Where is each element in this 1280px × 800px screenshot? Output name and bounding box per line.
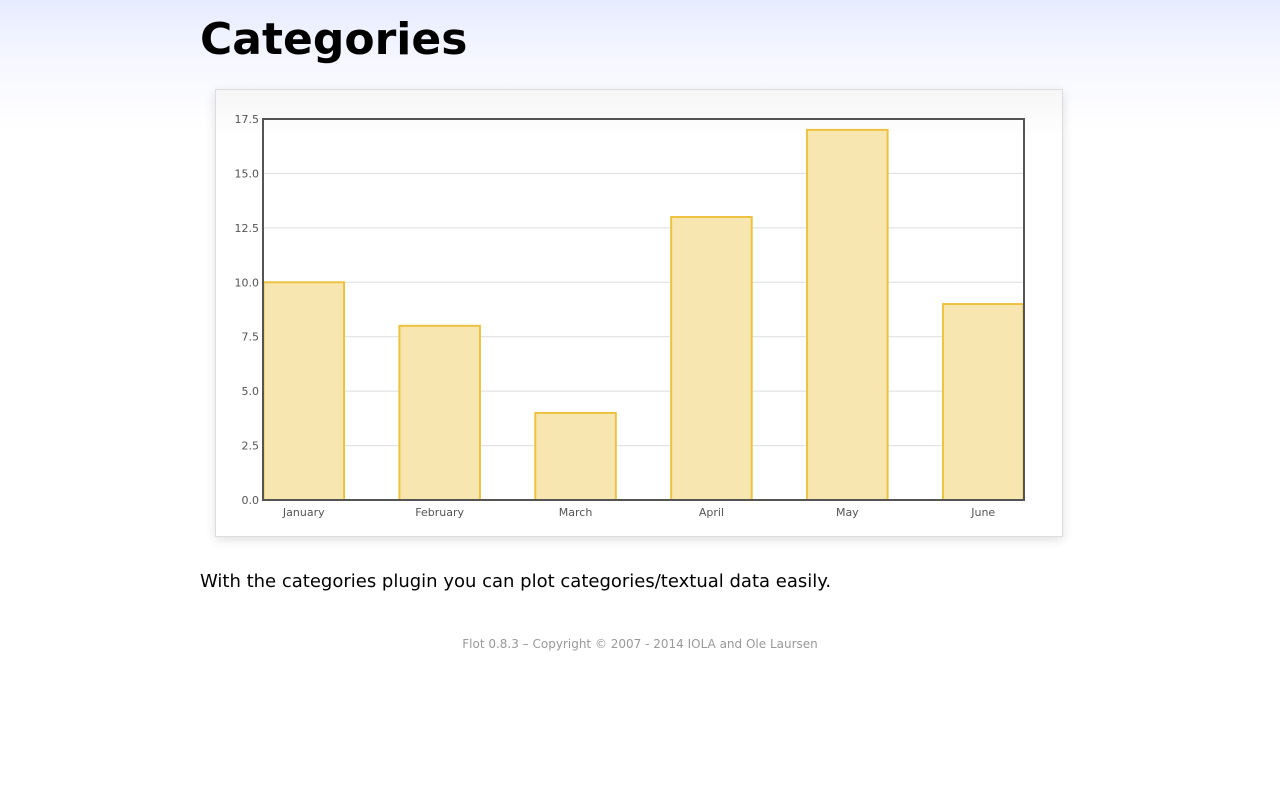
bar-march — [534, 411, 617, 501]
y-tick-label: 10.0 — [235, 276, 260, 289]
y-tick-label: 15.0 — [235, 167, 260, 180]
chart-container: 0.0 2.5 5.0 7.5 10.0 12.5 15.0 17.5 January Febr… — [215, 89, 1063, 537]
description-text: With the categories plugin you can plot … — [200, 571, 832, 592]
x-tick-label: January — [282, 506, 325, 519]
y-tick-label: 2.5 — [242, 440, 260, 453]
footer-copyright: Flot 0.8.3 – Copyright © 2007 - 2014 IOL… — [462, 637, 818, 651]
y-tick-label: 12.5 — [235, 222, 260, 235]
x-tick-label: March — [559, 506, 593, 519]
y-tick-label: 17.5 — [235, 113, 260, 126]
bar-april — [670, 215, 753, 501]
grid-lines — [263, 172, 1024, 447]
bar-january — [262, 281, 346, 501]
x-tick-label: April — [699, 506, 724, 519]
x-axis-tick-labels: January February March April May June — [282, 506, 996, 519]
y-axis-tick-labels: 0.0 2.5 5.0 7.5 10.0 12.5 15.0 17.5 — [235, 113, 260, 507]
x-tick-label: June — [970, 506, 995, 519]
x-tick-label: May — [836, 506, 859, 519]
bars — [262, 128, 1025, 502]
x-tick-label: February — [415, 506, 464, 519]
y-tick-label: 0.0 — [242, 494, 260, 507]
bar-chart: 0.0 2.5 5.0 7.5 10.0 12.5 15.0 17.5 January Febr… — [235, 113, 1025, 519]
bar-june — [941, 303, 1025, 501]
bar-may — [806, 128, 889, 502]
bar-february — [398, 324, 481, 501]
y-tick-label: 7.5 — [242, 331, 260, 344]
plot-frame — [262, 118, 1025, 501]
y-tick-label: 5.0 — [242, 385, 260, 398]
page-title: Categories — [200, 14, 468, 65]
